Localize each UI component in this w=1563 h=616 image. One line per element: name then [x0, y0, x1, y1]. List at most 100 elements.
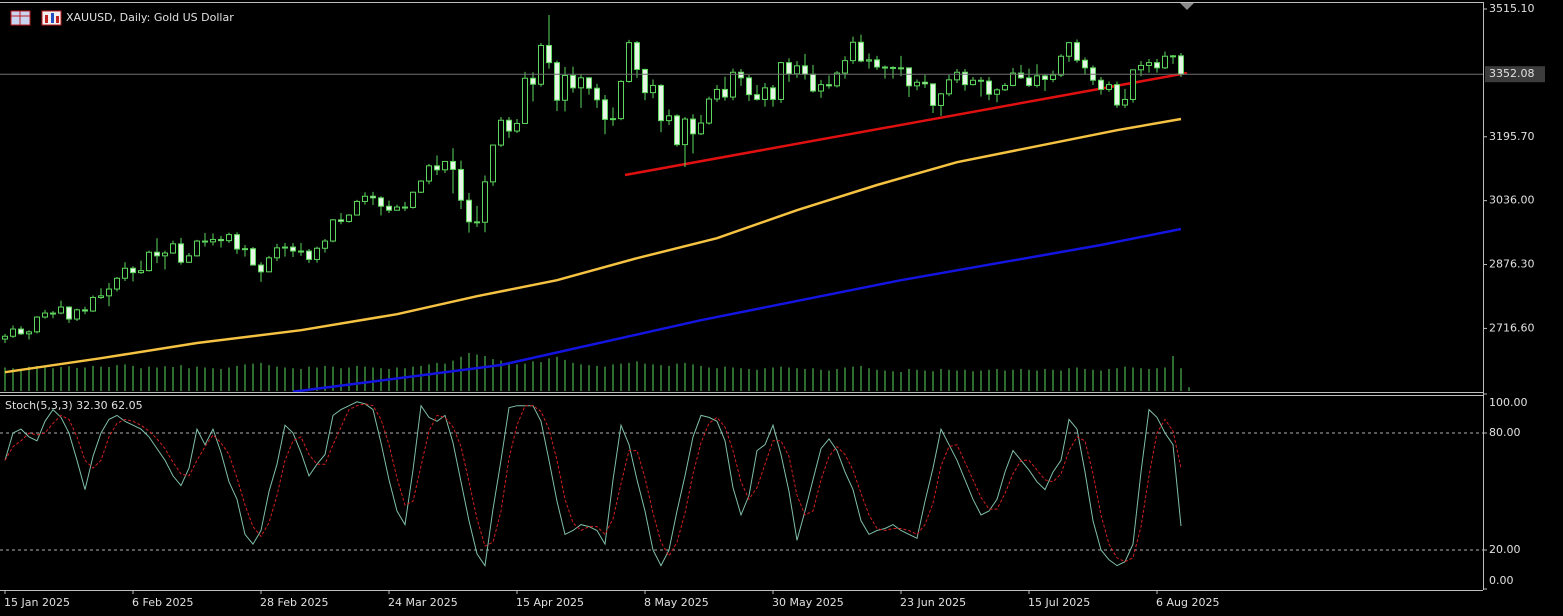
candle-body-bull — [282, 246, 288, 249]
candle-body-bull — [362, 195, 368, 202]
chart-header: XAUUSD, Daily: Gold US Dollar — [66, 11, 234, 24]
candle-body-bull — [426, 165, 432, 182]
symbol-icons — [10, 10, 62, 26]
candle-body-bull — [42, 312, 48, 318]
candle-body-bull — [762, 87, 768, 100]
candle-body-bear — [674, 115, 680, 146]
y-tick-label: 3195.70 — [1489, 130, 1535, 143]
candle-body-bear — [250, 248, 256, 266]
candle-body-bear — [802, 65, 808, 75]
candle-body-bull — [1130, 69, 1136, 100]
candle-body-bull — [578, 77, 584, 89]
candle-body-bull — [954, 71, 960, 81]
candle-body-bull — [794, 65, 800, 75]
candle-body-bull — [522, 77, 528, 124]
candle-body-bull — [650, 84, 656, 94]
icon-bar — [51, 13, 54, 23]
candle-body-bull — [730, 71, 736, 98]
candle-body-bull — [482, 181, 488, 223]
candle-body-bear — [826, 84, 832, 87]
candle-body-bear — [770, 87, 776, 100]
candle-body-bear — [450, 160, 456, 170]
candle-body-bear — [922, 81, 928, 85]
candle-body-bull — [866, 59, 872, 62]
y-tick-label: 2716.60 — [1489, 321, 1535, 334]
candle-body-bull — [490, 144, 496, 183]
indicator-title: Stoch(5,3,3) 32.30 62.05 — [5, 399, 143, 412]
candle-body-bear — [786, 62, 792, 75]
candle-body-bear — [602, 99, 608, 120]
candle-body-bear — [338, 219, 344, 222]
candle-body-bull — [26, 331, 32, 335]
candle-body-bull — [50, 312, 56, 315]
candle-body-bull — [210, 238, 216, 243]
candle-body-bull — [914, 81, 920, 87]
candle-body-bull — [834, 72, 840, 87]
candle-body-bear — [962, 71, 968, 86]
candle-body-bull — [938, 93, 944, 106]
candle-body-bull — [138, 270, 144, 274]
candle-body-bear — [178, 243, 184, 263]
y-tick-label: 3036.00 — [1489, 194, 1535, 207]
candle-body-bull — [1010, 72, 1016, 86]
candle-body-bull — [298, 250, 304, 253]
candle-body-bull — [714, 88, 720, 100]
candle-body-bull — [34, 316, 40, 333]
candle-body-bull — [242, 248, 248, 251]
candle-body-bull — [418, 180, 424, 193]
overlay-line — [624, 71, 1188, 177]
candle-body-bull — [1146, 62, 1152, 66]
candle-body-bull — [1170, 55, 1176, 58]
candle-body-bull — [114, 277, 120, 290]
candle-body-bull — [1002, 84, 1008, 91]
candle-body-bull — [1050, 74, 1056, 80]
y-tick-label: 100.00 — [1489, 396, 1528, 409]
candle-body-bull — [10, 328, 16, 337]
candle-body-bull — [330, 219, 336, 242]
candle-body-bear — [906, 67, 912, 87]
candle-body-bull — [818, 84, 824, 92]
x-tick-label: 30 May 2025 — [772, 596, 844, 609]
candle-body-bear — [1098, 79, 1104, 90]
candle-body-bear — [690, 118, 696, 135]
candle-body-bull — [98, 295, 104, 298]
candle-body-bull — [970, 79, 976, 86]
candle-body-bull — [842, 60, 848, 74]
candle-body-bear — [466, 199, 472, 223]
candle-body-bull — [346, 214, 352, 222]
candle-body-bull — [394, 206, 400, 211]
candle-body-bear — [570, 74, 576, 89]
candle-body-bull — [106, 288, 112, 297]
candle-body-bull — [514, 122, 520, 132]
candle-body-bull — [74, 309, 80, 320]
candle-body-bull — [354, 200, 360, 216]
last-price-box — [1485, 66, 1545, 83]
candle-body-bull — [946, 79, 952, 95]
candle-body-bull — [1058, 55, 1064, 76]
candle-body-bull — [994, 89, 1000, 95]
candle-body-bull — [1138, 64, 1144, 71]
candle-body-bear — [554, 62, 560, 101]
x-tick-label: 23 Jun 2025 — [900, 596, 966, 609]
candle-body-bear — [1018, 72, 1024, 79]
candle-body-bull — [538, 44, 544, 85]
candle-body-bull — [274, 247, 280, 259]
shift-marker — [1180, 3, 1194, 10]
candle-body-bear — [130, 267, 136, 274]
candle-body-bear — [746, 77, 752, 96]
x-tick-label: 6 Aug 2025 — [1156, 596, 1219, 609]
candle-body-bull — [122, 267, 128, 279]
last-price-label: 3352.08 — [1489, 67, 1535, 80]
candle-body-bear — [930, 83, 936, 106]
y-tick-label: 0.00 — [1489, 574, 1514, 587]
candle-body-bear — [258, 264, 264, 273]
candle-body-bull — [266, 257, 272, 273]
overlay-line — [4, 117, 1182, 374]
candle-body-bear — [290, 246, 296, 252]
candle-body-bull — [314, 247, 320, 260]
candle-body-bear — [722, 88, 728, 98]
candle-body-bull — [778, 62, 784, 100]
candle-body-bull — [170, 243, 176, 254]
overlay-line — [292, 227, 1182, 392]
candle-body-bull — [162, 252, 168, 257]
